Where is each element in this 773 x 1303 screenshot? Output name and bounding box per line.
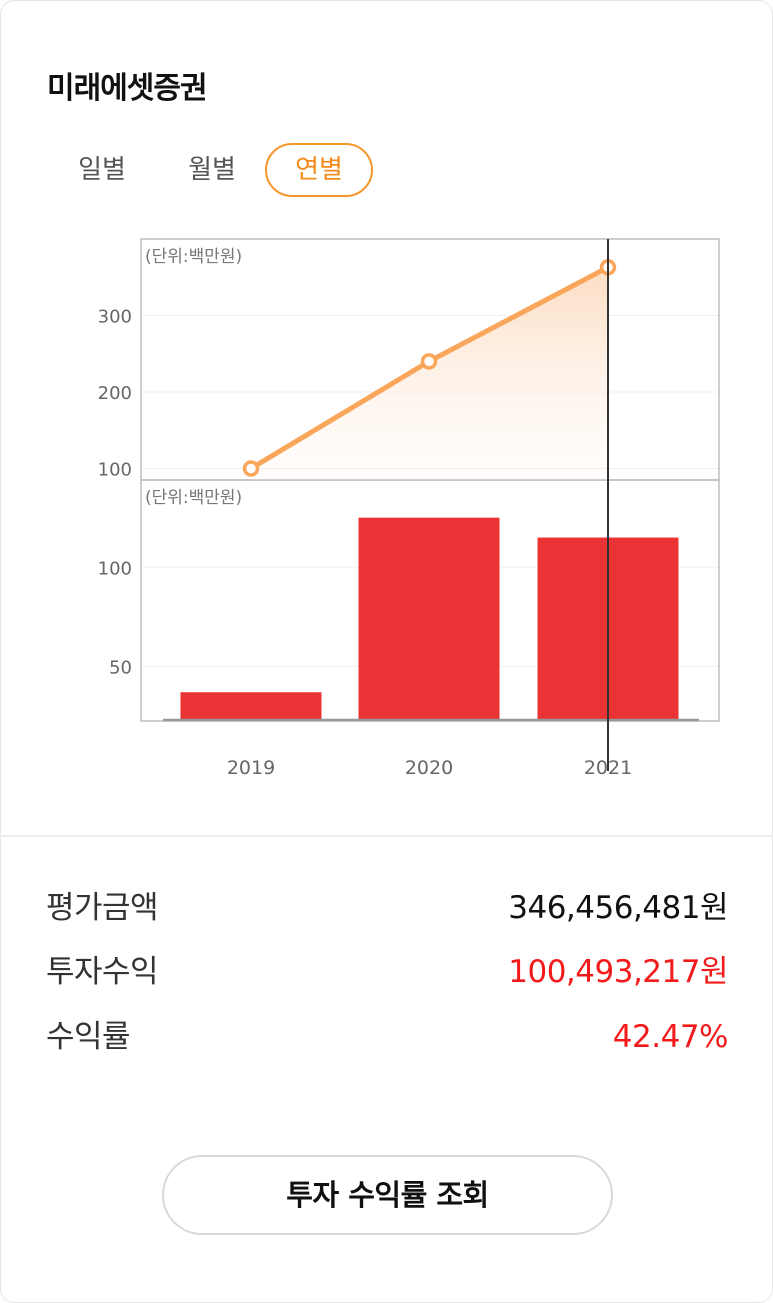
line-ytick-label: 100 <box>98 460 132 481</box>
section-divider <box>0 835 773 837</box>
view-return-rate-button[interactable]: 투자 수익률 조회 <box>162 1155 613 1235</box>
summary-value: 42.47% <box>612 1019 729 1055</box>
bar-ytick-label: 100 <box>98 558 132 579</box>
bar <box>180 692 322 720</box>
summary-label: 투자수익 <box>46 954 159 990</box>
bar-ytick-label: 50 <box>109 657 132 678</box>
summary-value: 100,493,217원 <box>508 954 728 990</box>
line-chart-layer: 100 200 300 <box>98 259 718 481</box>
summary-row-return-rate: 수익률 42.47% <box>46 1015 729 1059</box>
line-ytick-label: 200 <box>98 383 132 404</box>
summary-label: 평가금액 <box>46 890 159 926</box>
line-ytick-label: 300 <box>98 307 132 328</box>
summary-row-valuation: 평가금액 346,456,481원 <box>46 886 728 930</box>
performance-chart[interactable]: (단위:백만원) (단위:백만원) 100 200 300 100 50 2019 202… <box>1 226 773 796</box>
x-axis-tick-label: 2019 <box>227 757 275 779</box>
line-point <box>242 460 260 477</box>
summary-value: 346,456,481원 <box>508 890 728 926</box>
summary-label: 수익률 <box>46 1019 131 1055</box>
x-axis-tick-label: 2020 <box>405 757 453 779</box>
bar-unit-label: (단위:백만원) <box>145 488 242 508</box>
tab-yearly[interactable]: 연별 <box>265 143 373 197</box>
bar <box>358 517 500 720</box>
page-title: 미래에셋증권 <box>47 71 208 106</box>
tab-monthly[interactable]: 월별 <box>188 155 236 185</box>
line-area-fill <box>251 267 608 480</box>
summary-row-profit: 투자수익 100,493,217원 <box>46 950 728 994</box>
tab-daily[interactable]: 일별 <box>78 155 126 185</box>
line-unit-label: (단위:백만원) <box>145 247 242 267</box>
line-point <box>420 353 438 370</box>
